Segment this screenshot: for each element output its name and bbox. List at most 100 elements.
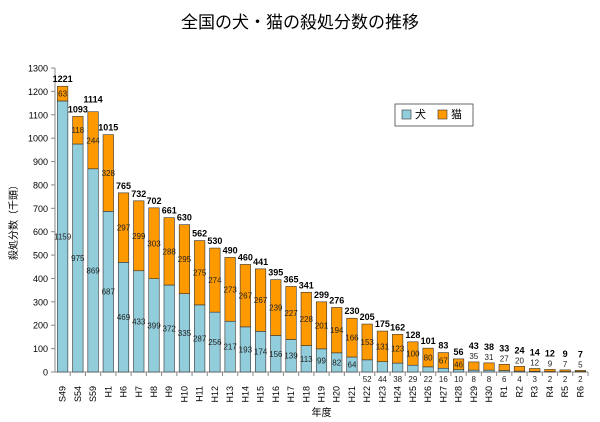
bar-cat (270, 279, 282, 336)
data-label-dog: 38 (393, 375, 402, 384)
data-label-total: 299 (314, 290, 329, 300)
data-label-total: 1114 (84, 95, 103, 105)
y-axis-label: 殺処分数（千頭） (7, 180, 20, 260)
bar-cat (163, 217, 175, 286)
bar-cat (437, 352, 449, 369)
bar-cat (117, 192, 130, 263)
data-label-dog: 8 (487, 375, 492, 384)
bar-dog (453, 369, 465, 373)
legend-swatch-dog (401, 109, 412, 120)
x-tick-label: H23 (377, 386, 387, 403)
x-tick-label: H24 (393, 386, 403, 403)
bar-cat (559, 369, 571, 372)
data-label-total: 530 (207, 236, 222, 246)
x-tick-label: R3 (530, 386, 540, 398)
x-tick-label: R5 (560, 386, 570, 398)
y-tick-label: 600 (33, 227, 48, 237)
data-label-dog: 335 (178, 329, 192, 338)
y-tick-label: 400 (33, 274, 48, 284)
data-label-total: 276 (329, 295, 344, 305)
data-label-total: 630 (177, 213, 192, 223)
x-tick-label: H15 (256, 386, 266, 403)
data-label-total: 38 (484, 342, 494, 352)
bar-cat (422, 347, 434, 368)
bar-dog (361, 359, 373, 373)
data-label-cat: 201 (315, 321, 329, 330)
x-tick-label: H13 (225, 386, 235, 403)
data-label-dog: 3 (532, 375, 537, 384)
data-label-dog: 975 (71, 254, 85, 263)
bar-cat (72, 116, 84, 145)
bar-cat (361, 323, 373, 361)
data-label-total: 12 (545, 348, 555, 358)
x-tick-label: H21 (347, 386, 357, 403)
data-label-total: 230 (344, 306, 359, 316)
data-label-dog: 52 (363, 375, 372, 384)
data-label-total: 341 (299, 280, 314, 290)
data-label-dog: 8 (472, 375, 477, 384)
data-label-cat: 166 (345, 334, 359, 343)
y-tick-label: 800 (33, 180, 48, 190)
data-label-total: 162 (390, 322, 405, 332)
data-label-dog: 217 (223, 343, 237, 352)
bar-cat (148, 207, 160, 279)
x-tick-label: R6 (575, 386, 585, 398)
data-label-dog: 22 (424, 375, 433, 384)
data-label-total: 1221 (53, 74, 73, 84)
bar-cat (300, 291, 312, 346)
data-label-total: 33 (499, 343, 509, 353)
x-tick-label: H16 (271, 386, 281, 403)
bar-cat (178, 224, 190, 294)
bar-cat (133, 200, 145, 272)
bar-cat (255, 268, 267, 332)
data-label-total: 9 (563, 349, 568, 359)
x-tick-label: H22 (362, 386, 372, 403)
data-label-cat: 63 (58, 90, 67, 99)
bar-cat (194, 240, 206, 306)
bar-dog (422, 366, 434, 373)
bar-cat (57, 85, 69, 102)
bar-cat (498, 363, 510, 371)
legend-label-cat: 猫 (451, 108, 462, 121)
data-label-total: 14 (530, 347, 540, 357)
data-label-total: 441 (253, 257, 268, 267)
data-label-dog: 113 (300, 355, 313, 364)
bar-cat (102, 134, 114, 212)
data-label-cat: 239 (269, 304, 283, 313)
x-tick-label: H6 (119, 386, 129, 398)
x-tick-label: H7 (134, 386, 144, 398)
data-label-cat: 35 (469, 352, 478, 361)
data-label-dog: 16 (439, 375, 448, 384)
data-label-dog: 469 (117, 313, 131, 322)
data-label-cat: 274 (208, 276, 222, 285)
data-label-total: 702 (146, 196, 161, 206)
y-tick-label: 1000 (28, 134, 48, 144)
chart-title: 全国の犬・猫の殺処分数の推移 (181, 13, 419, 32)
data-label-total: 1015 (98, 123, 118, 133)
bar-dog (437, 367, 449, 373)
data-label-total: 1093 (68, 104, 88, 114)
data-label-total: 460 (238, 252, 253, 262)
x-axis-label: 年度 (312, 406, 332, 419)
data-label-cat: 5 (578, 360, 583, 369)
data-label-dog: 10 (454, 375, 463, 384)
data-label-cat: 46 (454, 360, 463, 369)
x-tick-label: H27 (438, 386, 448, 403)
data-label-dog: 193 (239, 345, 253, 354)
data-label-dog: 869 (86, 266, 100, 275)
x-tick-label: S59 (88, 386, 98, 402)
bar-cat (331, 307, 343, 354)
x-tick-label: H8 (149, 386, 159, 398)
y-tick-label: 100 (33, 344, 48, 354)
x-tick-label: H11 (195, 386, 205, 402)
x-tick-label: H12 (210, 386, 220, 403)
data-label-cat: 267 (254, 296, 268, 305)
data-label-total: 7 (578, 349, 583, 359)
data-label-cat: 123 (391, 345, 405, 354)
bar-cat (239, 264, 251, 328)
x-tick-label: R4 (545, 386, 555, 398)
bar-cat (376, 330, 388, 363)
data-label-cat: 227 (284, 309, 298, 318)
legend-label-dog: 犬 (415, 107, 426, 121)
